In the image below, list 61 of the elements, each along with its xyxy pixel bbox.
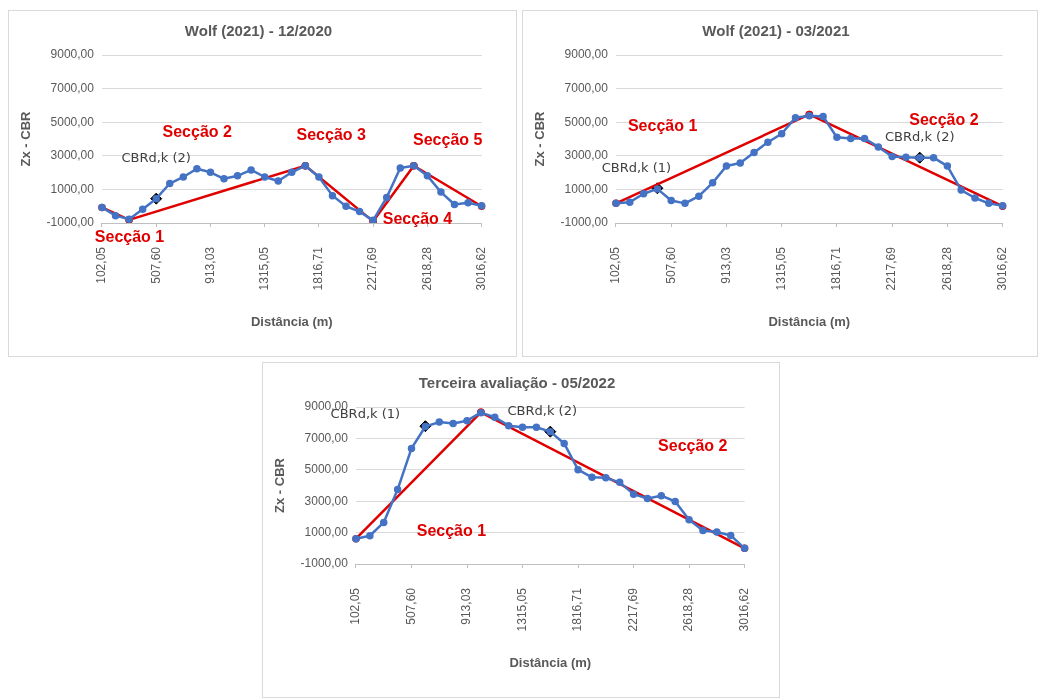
y-tick-label: 7000,00 [564, 80, 609, 95]
x-tick-label: 2217,69 [365, 246, 380, 291]
x-tick-label: 2618,28 [939, 246, 954, 291]
chart-title: Terceira avaliação - 05/2022 [418, 374, 616, 392]
y-tick-label: 1000,00 [50, 181, 95, 196]
series-label: Secção 5 [413, 131, 483, 149]
series-label: Secção 2 [909, 110, 979, 128]
y-tick-label: -1000,00 [46, 215, 95, 230]
series-label: Secção 1 [416, 521, 487, 539]
x-tick-label: 913,03 [459, 587, 474, 625]
x-tick-label: 507,60 [403, 587, 418, 625]
x-tick-label: 1315,05 [514, 587, 529, 632]
x-tick-label: 102,05 [348, 587, 363, 625]
y-tick-label: 7000,00 [304, 430, 349, 445]
text: Secção 2 [658, 436, 728, 454]
x-axis-title: Distância (m) [768, 313, 851, 329]
series-label: CBRd,k (2) [885, 129, 955, 145]
x-tick-label: 1816,71 [570, 587, 585, 632]
x-tick-label: 3016,62 [473, 246, 488, 291]
x-tick-label: 102,05 [94, 246, 109, 284]
x-tick-label: 507,60 [663, 246, 678, 284]
x-tick-label: 2217,69 [625, 587, 640, 632]
y-tick-label: 5000,00 [304, 462, 349, 477]
y-tick-label: 5000,00 [50, 114, 95, 129]
x-tick-label: 2618,28 [681, 587, 696, 632]
series-label: Secção 4 [382, 209, 453, 227]
x-tick-label: 1315,05 [256, 246, 271, 291]
y-axis-title: Zx - CBR [18, 110, 34, 167]
series-label: CBRd,k (2) [507, 403, 578, 419]
chart-title: Wolf (2021) - 12/2020 [184, 22, 333, 40]
y-tick-label: 7000,00 [50, 80, 95, 95]
x-tick-label: 913,03 [718, 246, 733, 284]
x-tick-label: 102,05 [608, 246, 623, 284]
series-label: Secção 3 [296, 125, 367, 143]
y-tick-label: -1000,00 [300, 556, 349, 571]
x-tick-label: 3016,62 [736, 587, 751, 632]
y-tick-label: 9000,00 [564, 47, 609, 62]
y-tick-label: 9000,00 [50, 47, 95, 62]
x-tick-label: 2217,69 [884, 246, 899, 291]
series-label: Secção 1 [94, 228, 165, 246]
text: CBRd,k (2) [121, 150, 191, 166]
x-tick-label: 3016,62 [994, 246, 1009, 291]
y-tick-label: 1000,00 [304, 524, 349, 539]
y-tick-label: 5000,00 [564, 114, 609, 129]
x-tick-label: 507,60 [148, 246, 163, 284]
x-axis-title: Distância (m) [250, 313, 333, 329]
x-tick-label: 1816,71 [829, 246, 844, 291]
x-tick-label: 913,03 [202, 246, 217, 284]
y-tick-label: 3000,00 [304, 493, 349, 508]
series-label: Secção 1 [627, 117, 698, 135]
y-axis-title: Zx - CBR [532, 110, 548, 167]
x-tick-label: 2618,28 [419, 246, 434, 291]
y-tick-label: -1000,00 [560, 215, 609, 230]
x-tick-label: 1315,05 [773, 246, 788, 291]
x-tick-label: 1816,71 [311, 246, 326, 291]
chart-title: Wolf (2021) - 03/2021 [702, 22, 850, 40]
x-axis-title: Distância (m) [509, 654, 592, 670]
y-axis-title: Zx - CBR [272, 457, 288, 513]
text: Secção 2 [162, 123, 233, 141]
y-tick-label: 1000,00 [564, 181, 609, 196]
y-tick-label: 3000,00 [50, 148, 95, 163]
